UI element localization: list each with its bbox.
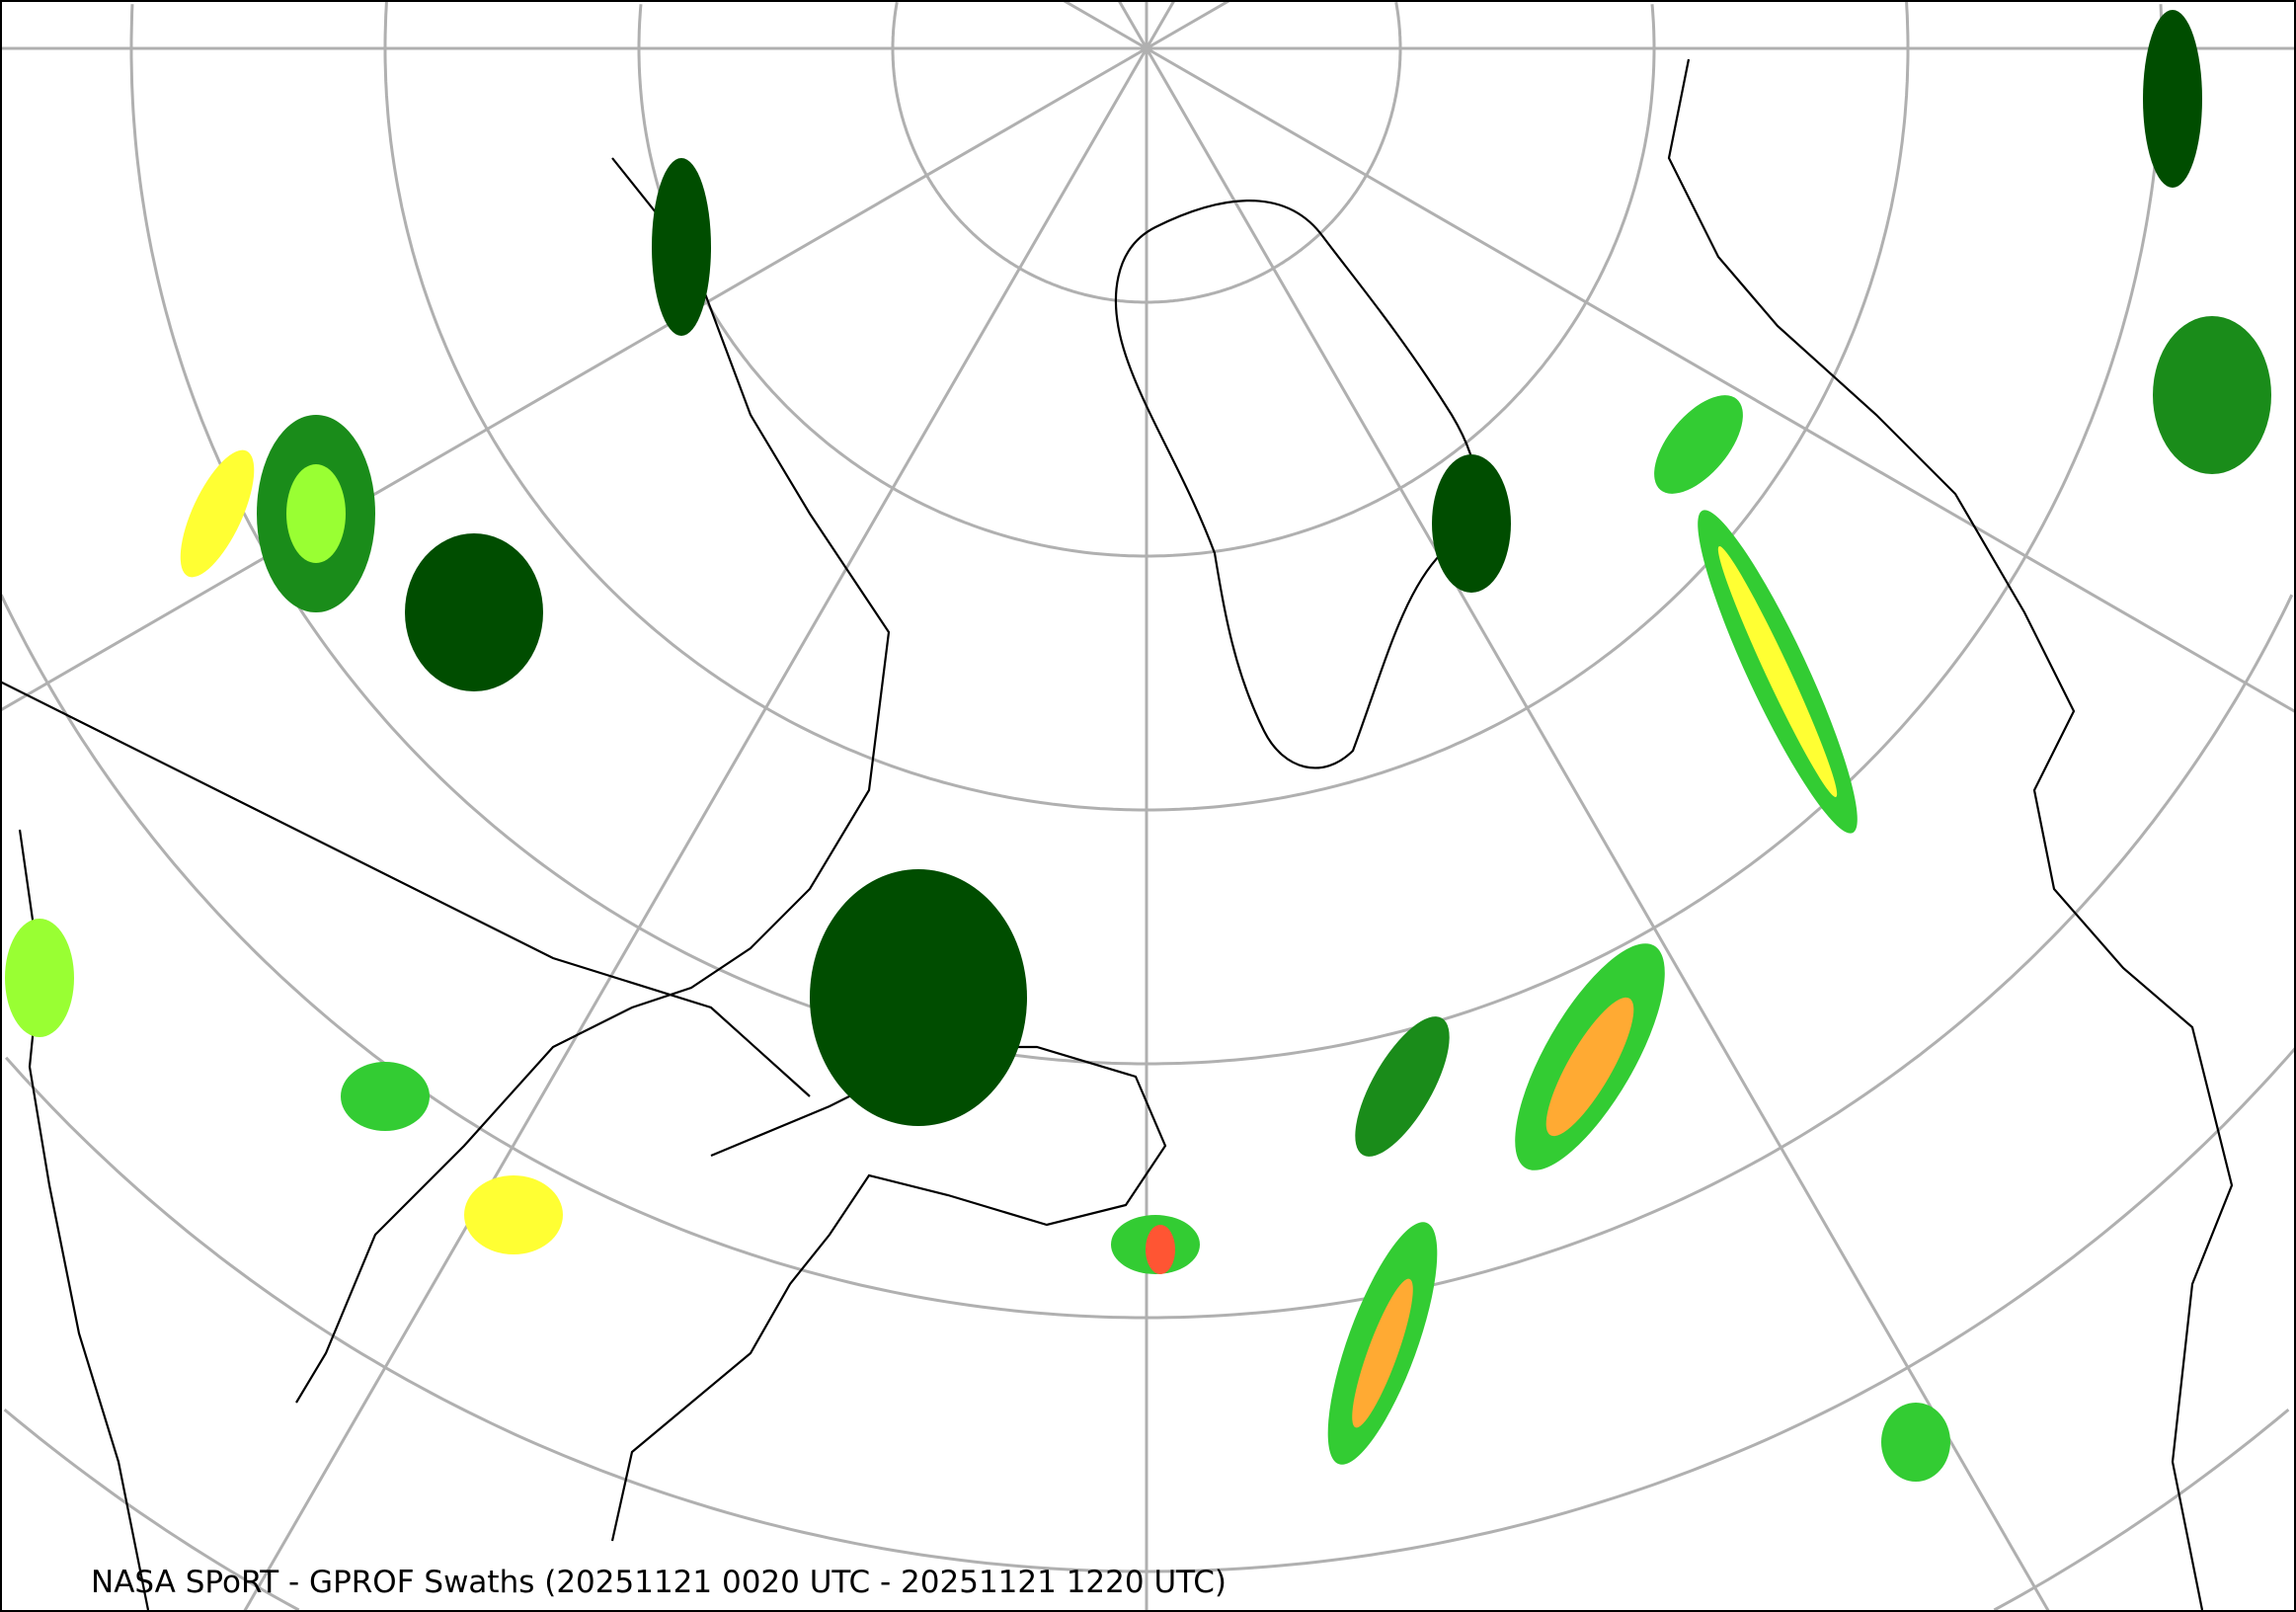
precipitation-swaths	[5, 10, 2271, 1482]
meridian-line	[0, 46, 1148, 712]
precip-area	[341, 1062, 430, 1131]
precip-area	[1352, 1278, 1413, 1428]
precip-area	[464, 1175, 563, 1254]
meridian-line	[1146, 46, 2296, 714]
north-america-coast	[295, 157, 1167, 1542]
meridian-line	[1117, 0, 1148, 49]
precip-area	[1881, 1403, 1950, 1482]
precip-area	[286, 464, 346, 563]
coastlines	[0, 58, 2234, 1611]
precip-area	[180, 449, 255, 578]
greenland-outline	[1114, 200, 1478, 769]
meridian-line	[1145, 47, 2051, 1612]
latitude-circle	[891, 1, 1402, 304]
map-caption: NASA SPoRT - GPROF Swaths (20251121 0020…	[91, 1565, 1227, 1600]
precip-area	[5, 919, 74, 1037]
meridian-line	[1062, 0, 1148, 50]
precip-area	[1545, 997, 1634, 1137]
precip-area	[405, 533, 543, 691]
precip-area	[1717, 546, 1838, 797]
precip-area	[1432, 454, 1511, 593]
europe-coast	[1667, 58, 2234, 1611]
meridian-line	[1146, 0, 1231, 50]
precip-area	[2143, 10, 2202, 188]
precip-area	[2153, 316, 2271, 474]
precip-area	[652, 158, 711, 336]
latitude-circle	[3, 1408, 2290, 1612]
precip-area	[1654, 395, 1743, 494]
meridian-line	[1145, 0, 1176, 49]
precip-area	[1355, 1016, 1450, 1157]
precip-area	[810, 869, 1027, 1126]
us-canada-border	[0, 681, 811, 1097]
latitude-circle	[383, 1, 1910, 812]
meridian-line	[242, 47, 1148, 1612]
latitude-circle	[4, 1046, 2296, 1573]
precip-area	[1146, 1225, 1175, 1274]
